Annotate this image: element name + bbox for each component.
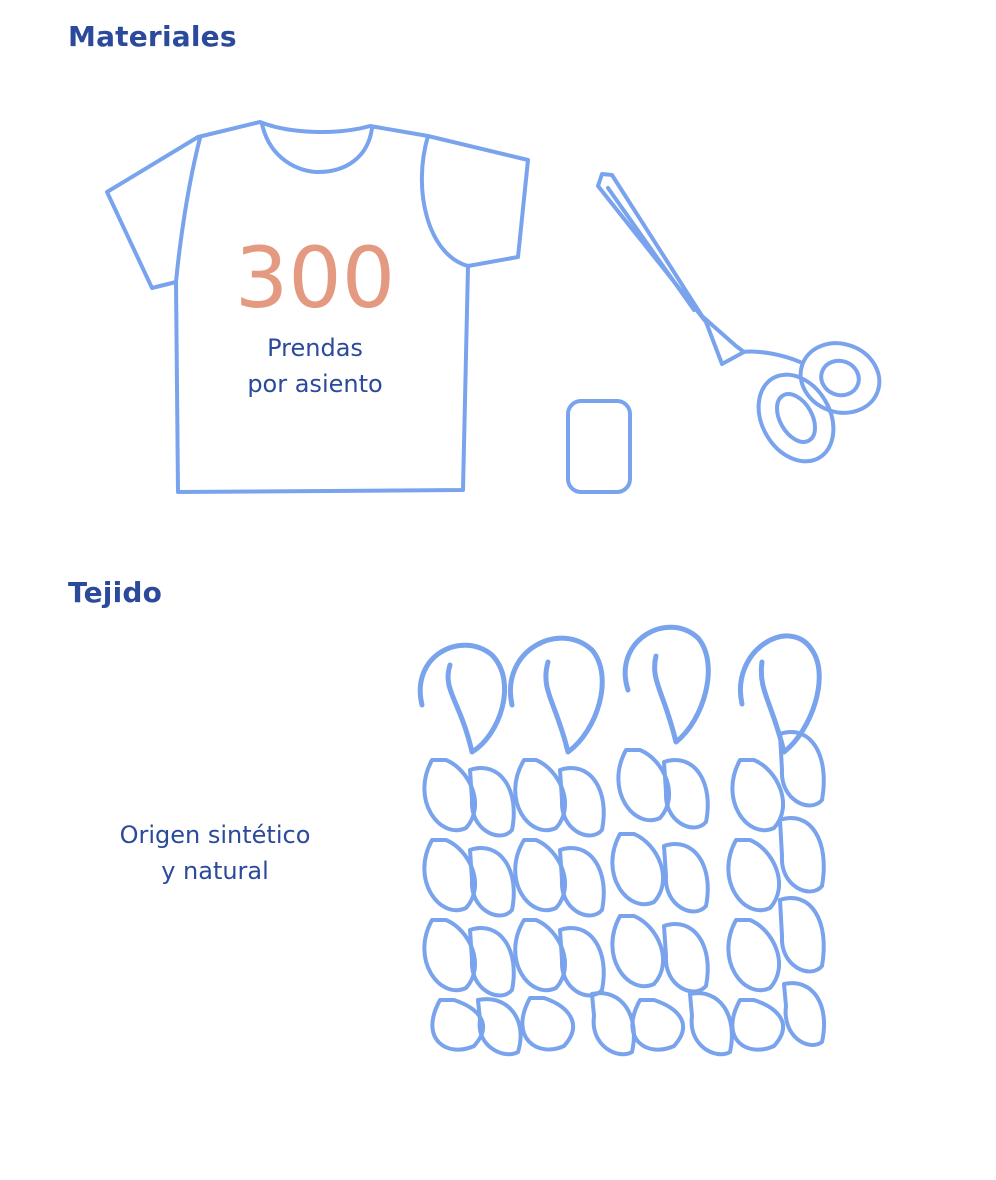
tejido-heading: Tejido [68,576,163,609]
t-shirt-icon [105,120,530,494]
garment-caption-line2: por asiento [247,370,383,398]
fabric-caption-line1: Origen sintético [119,821,311,849]
materiales-heading: Materiales [68,20,237,53]
knit-fabric-icon [417,624,826,1057]
patch-icon [566,399,632,494]
garment-caption-line1: Prendas [267,334,363,362]
garment-count: 300 [234,229,396,327]
garment-caption: Prendas por asiento [205,330,425,402]
fabric-origin-caption: Origen sintético y natural [80,817,350,889]
fabric-caption-line2: y natural [161,857,269,885]
scissors-icon [596,172,882,464]
